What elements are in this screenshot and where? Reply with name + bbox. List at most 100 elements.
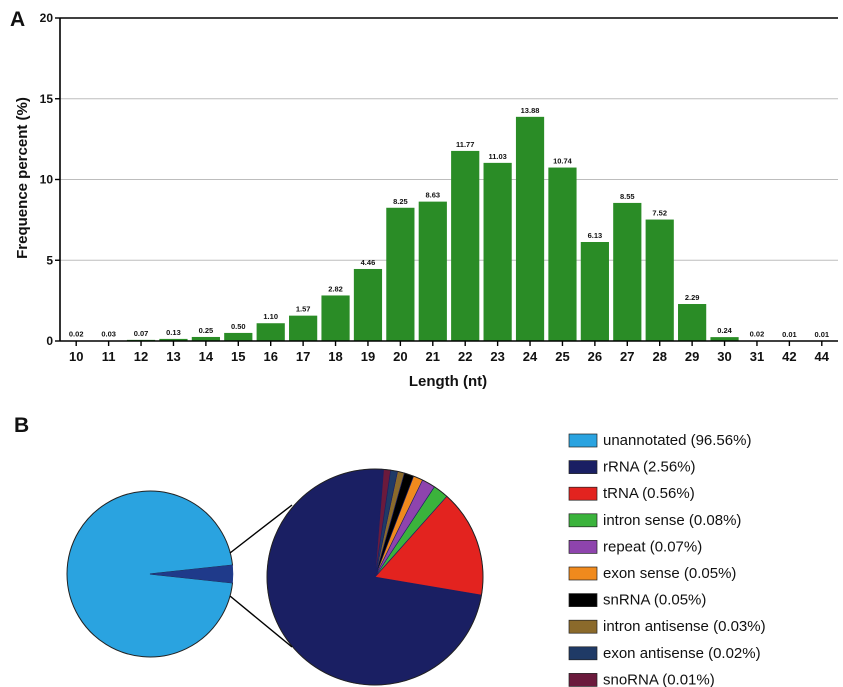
x-tick-label: 31 [750, 349, 764, 364]
bar-value-label: 0.13 [166, 328, 181, 337]
bar-value-label: 0.01 [782, 330, 797, 339]
legend-label: rRNA (2.56%) [603, 459, 696, 476]
y-tick-label: 0 [46, 334, 53, 348]
legend-swatch [568, 486, 598, 501]
bar-value-label: 2.29 [685, 293, 700, 302]
legend-swatch [568, 460, 598, 474]
bar-value-label: 0.02 [750, 330, 765, 339]
bar [289, 315, 318, 341]
legend-label: exon antisense (0.02%) [603, 645, 761, 662]
pie-legend: unannotated (96.56%) rRNA (2.56%) tRNA (0.… [568, 432, 766, 687]
x-tick-label: 27 [620, 349, 634, 364]
legend-label: intron antisense (0.03%) [603, 618, 766, 635]
legend-swatch [568, 593, 598, 607]
pie-slice-other [149, 564, 234, 584]
y-axis-title: Frequence percent (%) [14, 97, 31, 259]
bar [256, 323, 285, 341]
x-tick-label: 11 [102, 349, 116, 364]
bar-value-label: 0.02 [69, 330, 84, 339]
bar-value-label: 11.77 [456, 140, 474, 149]
x-tick-label: 14 [199, 349, 214, 364]
x-tick-label: 19 [361, 349, 375, 364]
x-tick-label: 20 [393, 349, 407, 364]
legend-swatch [568, 619, 598, 634]
x-tick-label: 23 [490, 349, 504, 364]
connector-line [229, 595, 293, 648]
bar-value-label: 8.25 [393, 197, 408, 206]
bar-value-label: 8.63 [425, 191, 440, 200]
x-tick-label: 44 [815, 349, 830, 364]
x-tick-label: 24 [523, 349, 538, 364]
bar [645, 219, 674, 341]
legend-swatch [568, 433, 598, 448]
y-tick-label: 5 [46, 253, 53, 267]
x-tick-label: 25 [555, 349, 569, 364]
bar-value-label: 0.50 [231, 322, 246, 331]
legend-swatch [568, 673, 598, 687]
y-tick-label: 15 [40, 92, 54, 106]
bar-chart: 0 5 10 15 20 0.02 10 0.03 11 0.07 12 0.13 13 0.25 14 0.… [40, 11, 838, 364]
bar-value-label: 0.25 [199, 326, 214, 335]
bar [580, 242, 609, 341]
bar [224, 332, 253, 341]
bar [710, 337, 739, 341]
legend-swatch [568, 646, 598, 661]
x-tick-label: 42 [782, 349, 796, 364]
y-tick-label: 10 [40, 173, 54, 187]
legend-label: snRNA (0.05%) [603, 592, 706, 609]
legend-label: intron sense (0.08%) [603, 512, 741, 529]
legend-label: snoRNA (0.01%) [603, 671, 715, 687]
bar [386, 207, 415, 341]
x-tick-label: 21 [426, 349, 440, 364]
panel-label-a: A [10, 8, 25, 31]
pie-chart [66, 468, 484, 686]
legend-swatch [568, 513, 598, 528]
x-tick-label: 12 [134, 349, 148, 364]
bar [191, 336, 220, 341]
bar [483, 162, 512, 341]
x-tick-label: 18 [328, 349, 342, 364]
bar [451, 150, 480, 341]
x-tick-label: 29 [685, 349, 699, 364]
bar-value-label: 11.03 [488, 152, 506, 161]
legend-label: unannotated (96.56%) [603, 432, 751, 449]
bar [321, 295, 350, 341]
x-tick-label: 30 [717, 349, 731, 364]
connector-line [229, 504, 293, 554]
x-tick-label: 17 [296, 349, 310, 364]
legend-label: tRNA (0.56%) [603, 485, 695, 502]
bar-value-label: 0.24 [717, 326, 732, 335]
bar [159, 338, 188, 341]
legend-label: exon sense (0.05%) [603, 565, 736, 582]
bar [613, 202, 642, 341]
panel-label-b: B [14, 414, 29, 437]
legend-swatch [568, 566, 598, 581]
y-tick-label: 20 [40, 11, 54, 25]
bar-value-label: 13.88 [521, 106, 540, 115]
bar [548, 167, 577, 341]
bar [678, 304, 707, 341]
bar [418, 201, 447, 341]
bar [353, 268, 383, 341]
bar-value-label: 0.07 [134, 329, 149, 338]
bar [515, 116, 545, 341]
pie-outline [266, 468, 484, 686]
x-tick-label: 16 [263, 349, 277, 364]
legend-label: repeat (0.07%) [603, 538, 702, 555]
x-tick-label: 26 [588, 349, 602, 364]
legend-swatch [568, 540, 598, 554]
x-tick-label: 13 [166, 349, 180, 364]
pie-slice-unannotated [66, 490, 234, 658]
x-tick-label: 28 [652, 349, 666, 364]
x-tick-label: 10 [69, 349, 83, 364]
bar-value-label: 4.46 [361, 258, 376, 267]
bar-value-label: 0.01 [814, 330, 829, 339]
x-axis-title: Length (nt) [409, 373, 487, 390]
bar-value-label: 1.57 [296, 305, 311, 314]
bar-value-label: 10.74 [553, 157, 573, 166]
bar-value-label: 6.13 [588, 231, 603, 240]
bar-value-label: 7.52 [652, 209, 667, 218]
bar-value-label: 2.82 [328, 284, 343, 293]
x-tick-label: 15 [231, 349, 245, 364]
